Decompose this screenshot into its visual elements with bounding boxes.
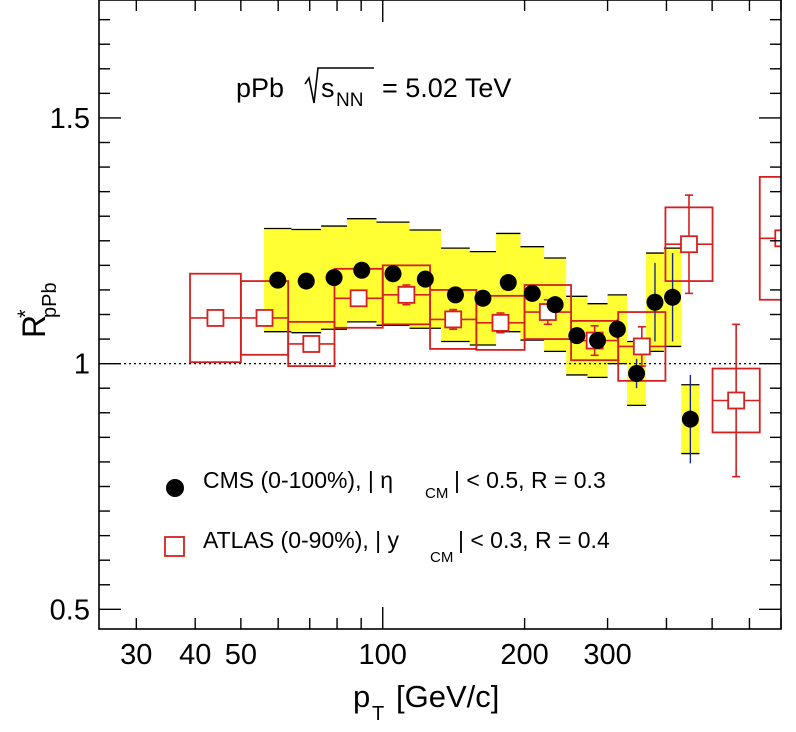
atlas-marker xyxy=(632,337,651,356)
y-axis-title-sub: pPb xyxy=(39,282,61,318)
cms-marker xyxy=(446,286,464,304)
x-axis-title: p T [GeV/c] xyxy=(353,679,499,725)
y-axis-title-sup: * xyxy=(13,309,38,318)
cms-marker xyxy=(499,274,517,292)
legend-atlas-marker xyxy=(164,536,185,557)
cms-marker xyxy=(568,327,586,345)
annotation-sqrt-s: s xyxy=(321,73,335,103)
annotation-sqrt-subscript: NN xyxy=(336,90,363,111)
cms-marker xyxy=(628,364,646,382)
y-tick-label: 1.5 xyxy=(50,103,90,135)
cms-marker xyxy=(664,288,682,306)
legend-cms-marker xyxy=(166,479,184,497)
atlas-marker xyxy=(680,235,698,254)
legend-atlas-prefix: ATLAS (0-90%), | y xyxy=(203,527,399,553)
legend: CMS (0-100%), | η CM | < 0.5, R = 0.3 AT… xyxy=(164,467,610,566)
atlas-marker xyxy=(349,289,368,308)
atlas-marker xyxy=(774,229,781,248)
atlas-marker xyxy=(206,309,225,327)
cms-marker xyxy=(325,269,343,287)
atlas-marker xyxy=(255,309,274,327)
y-tick-label: 0.5 xyxy=(50,594,90,626)
cms-marker xyxy=(474,289,492,307)
cms-marker xyxy=(523,284,541,302)
atlas-marker xyxy=(727,391,746,410)
legend-atlas-suffix: | < 0.3, R = 0.4 xyxy=(458,527,610,553)
atlas-marker xyxy=(491,313,510,332)
cms-marker xyxy=(353,261,371,279)
x-tick-label: 100 xyxy=(359,639,407,671)
legend-cms-prefix: CMS (0-100%), | η xyxy=(203,467,393,493)
cms-series xyxy=(269,253,699,464)
x-tick-label: 30 xyxy=(120,639,152,671)
x-axis-ticks: 30 40 50 100 200 300 xyxy=(120,0,782,671)
cms-marker xyxy=(589,332,607,350)
atlas-marker xyxy=(444,310,463,329)
cms-marker xyxy=(269,271,287,289)
legend-atlas-sub: CM xyxy=(430,549,453,566)
y-axis-title-main: R xyxy=(16,315,52,338)
cms-marker xyxy=(681,410,699,428)
y-axis-title: R * pPb xyxy=(13,282,61,338)
atlas-series xyxy=(189,176,781,490)
x-tick-label: 300 xyxy=(583,639,631,671)
cms-marker xyxy=(416,270,434,288)
x-tick-label: 200 xyxy=(500,639,548,671)
cms-marker xyxy=(546,296,564,314)
cms-marker xyxy=(297,272,315,290)
x-axis-title-unit: [GeV/c] xyxy=(396,679,499,714)
cms-marker xyxy=(646,293,664,311)
cms-systematic-bands xyxy=(264,218,700,455)
atlas-marker xyxy=(397,285,416,304)
x-axis-title-main: p xyxy=(353,679,370,714)
annotation-energy: = 5.02 TeV xyxy=(382,73,511,103)
legend-cms-suffix: | < 0.5, R = 0.3 xyxy=(454,467,606,493)
y-axis-ticks: 0.5 1 1.5 xyxy=(50,18,781,626)
legend-cms-sub: CM xyxy=(425,485,448,502)
x-axis-title-sub: T xyxy=(372,703,384,725)
cms-marker xyxy=(608,320,626,338)
cms-marker xyxy=(384,265,402,283)
y-tick-label: 1 xyxy=(74,349,90,381)
x-tick-label: 50 xyxy=(225,639,257,671)
energy-annotation: pPb s NN = 5.02 TeV xyxy=(236,67,511,111)
x-tick-label: 40 xyxy=(179,639,211,671)
atlas-marker xyxy=(302,335,321,353)
annotation-system: pPb xyxy=(236,73,284,103)
sqrt-symbol xyxy=(304,67,374,104)
